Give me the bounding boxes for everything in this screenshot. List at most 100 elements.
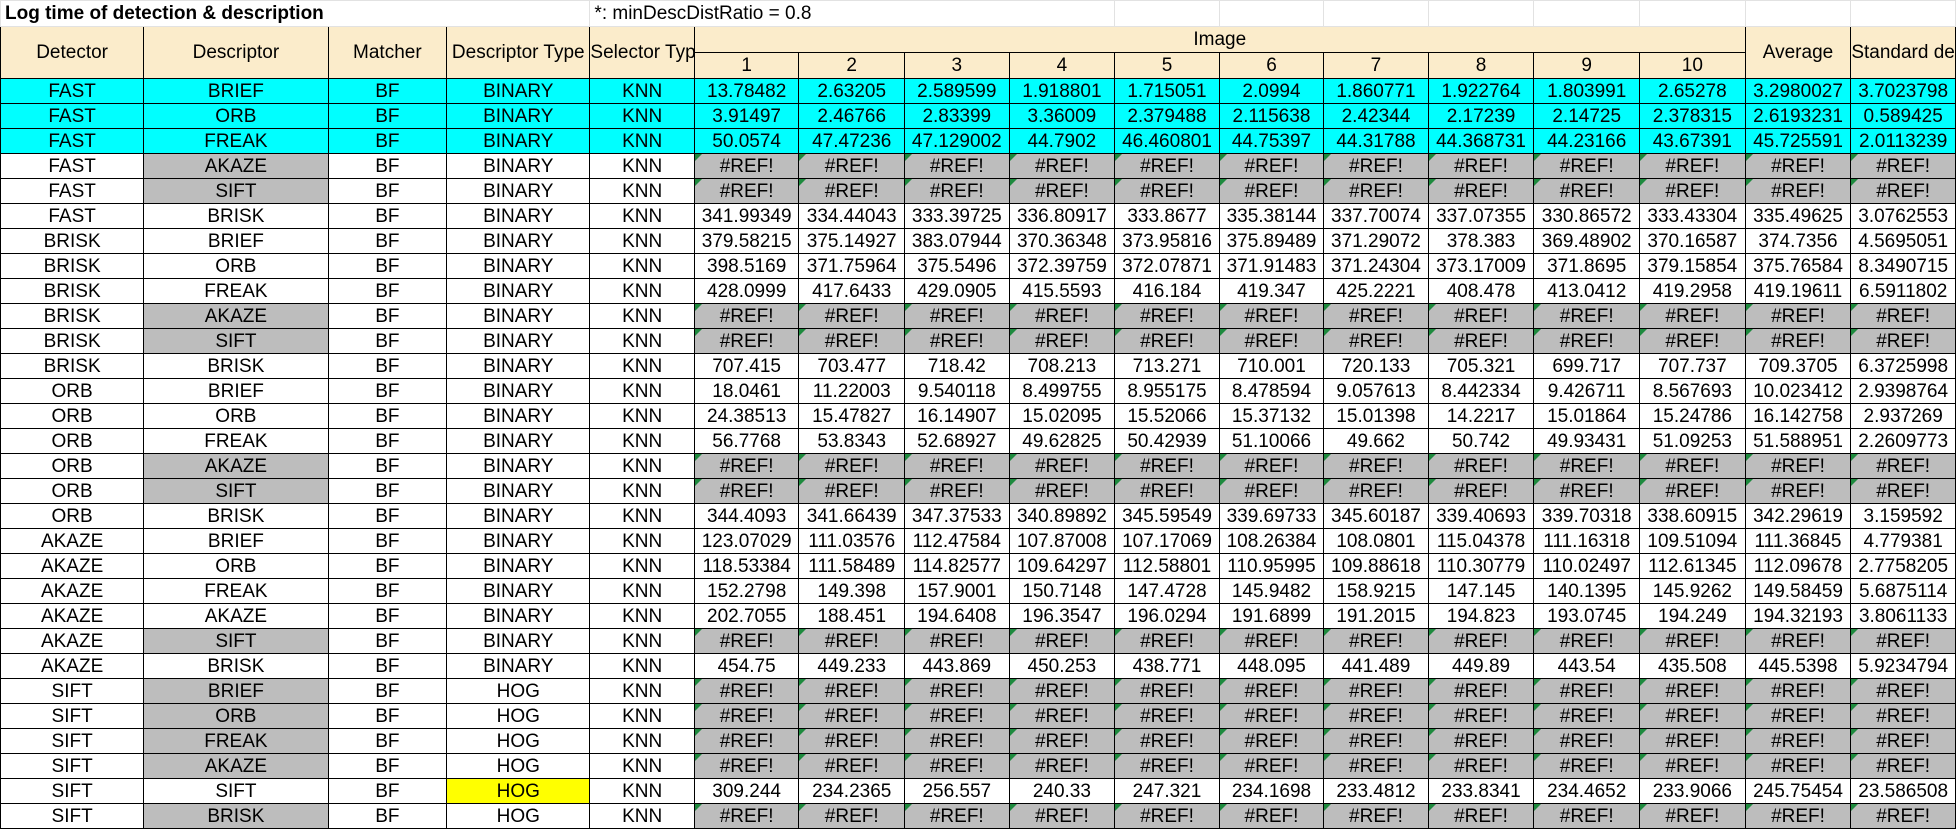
image-value-cell[interactable]: #REF! <box>1008 478 1116 504</box>
detector-cell[interactable]: AKAZE <box>0 578 145 604</box>
image-value-cell[interactable]: #REF! <box>1114 803 1220 829</box>
image-value-cell[interactable]: 194.6408 <box>904 603 1010 629</box>
image-value-cell[interactable]: 371.91483 <box>1218 253 1325 279</box>
descriptor-type-cell[interactable]: BINARY <box>446 328 591 354</box>
image-value-cell[interactable]: 49.93431 <box>1533 428 1641 454</box>
empty-cell[interactable] <box>1744 0 1852 27</box>
image-value-cell[interactable]: 234.1698 <box>1218 778 1325 804</box>
descriptor-type-cell[interactable]: HOG <box>446 778 591 804</box>
matcher-cell[interactable]: BF <box>327 653 448 679</box>
average-cell[interactable]: 2.6193231 <box>1744 103 1852 129</box>
image-value-cell[interactable]: 449.233 <box>798 653 906 679</box>
header-selector-type[interactable]: Selector Type * <box>589 26 695 79</box>
detector-cell[interactable]: SIFT <box>0 803 145 829</box>
image-value-cell[interactable]: 707.737 <box>1639 353 1746 379</box>
image-value-cell[interactable]: 108.26384 <box>1218 528 1325 554</box>
image-value-cell[interactable]: #REF! <box>1427 628 1535 654</box>
image-value-cell[interactable]: #REF! <box>904 453 1010 479</box>
image-value-cell[interactable]: 109.64297 <box>1008 553 1116 579</box>
image-value-cell[interactable]: 718.42 <box>904 353 1010 379</box>
header-image-1[interactable]: 1 <box>693 52 800 79</box>
descriptor-cell[interactable]: FREAK <box>143 128 329 154</box>
matcher-cell[interactable]: BF <box>327 678 448 704</box>
average-cell[interactable]: #REF! <box>1744 328 1852 354</box>
image-value-cell[interactable]: 373.95816 <box>1114 228 1220 254</box>
image-value-cell[interactable]: 373.17009 <box>1427 253 1535 279</box>
selector-type-cell[interactable]: KNN <box>589 678 695 704</box>
image-value-cell[interactable]: 338.60915 <box>1639 503 1746 529</box>
descriptor-type-cell[interactable]: BINARY <box>446 403 591 429</box>
image-value-cell[interactable]: 371.24304 <box>1323 253 1429 279</box>
image-value-cell[interactable]: #REF! <box>798 153 906 179</box>
image-value-cell[interactable]: 1.803991 <box>1533 78 1641 104</box>
empty-cell[interactable] <box>1323 0 1429 27</box>
detector-cell[interactable]: FAST <box>0 128 145 154</box>
average-cell[interactable]: #REF! <box>1744 153 1852 179</box>
descriptor-type-cell[interactable]: BINARY <box>446 528 591 554</box>
descriptor-cell[interactable]: AKAZE <box>143 603 329 629</box>
image-value-cell[interactable]: #REF! <box>798 303 906 329</box>
selector-type-cell[interactable]: KNN <box>589 628 695 654</box>
image-value-cell[interactable]: 44.75397 <box>1218 128 1325 154</box>
image-value-cell[interactable]: #REF! <box>1639 478 1746 504</box>
image-value-cell[interactable]: #REF! <box>1323 153 1429 179</box>
image-value-cell[interactable]: 47.129002 <box>904 128 1010 154</box>
descriptor-cell[interactable]: BRIEF <box>143 378 329 404</box>
detector-cell[interactable]: BRISK <box>0 253 145 279</box>
image-value-cell[interactable]: #REF! <box>1218 328 1325 354</box>
image-value-cell[interactable]: #REF! <box>904 703 1010 729</box>
image-value-cell[interactable]: 345.60187 <box>1323 503 1429 529</box>
empty-cell[interactable] <box>1639 0 1746 27</box>
descriptor-cell[interactable]: ORB <box>143 553 329 579</box>
descriptor-type-cell[interactable]: BINARY <box>446 178 591 204</box>
image-value-cell[interactable]: #REF! <box>1323 303 1429 329</box>
matcher-cell[interactable]: BF <box>327 403 448 429</box>
image-value-cell[interactable]: 340.89892 <box>1008 503 1116 529</box>
image-value-cell[interactable]: #REF! <box>904 803 1010 829</box>
image-value-cell[interactable]: #REF! <box>1218 678 1325 704</box>
image-value-cell[interactable]: 110.95995 <box>1218 553 1325 579</box>
image-value-cell[interactable]: #REF! <box>1323 728 1429 754</box>
selector-type-cell[interactable]: KNN <box>589 803 695 829</box>
image-value-cell[interactable]: #REF! <box>1639 453 1746 479</box>
selector-type-cell[interactable]: KNN <box>589 603 695 629</box>
image-value-cell[interactable]: #REF! <box>1114 678 1220 704</box>
descriptor-cell[interactable]: BRIEF <box>143 528 329 554</box>
image-value-cell[interactable]: #REF! <box>1427 303 1535 329</box>
descriptor-type-cell[interactable]: HOG <box>446 728 591 754</box>
average-cell[interactable]: 419.19611 <box>1744 278 1852 304</box>
image-value-cell[interactable]: #REF! <box>1427 478 1535 504</box>
header-image-10[interactable]: 10 <box>1639 52 1746 79</box>
image-value-cell[interactable]: #REF! <box>1114 628 1220 654</box>
detector-cell[interactable]: FAST <box>0 203 145 229</box>
header-average[interactable]: Average <box>1744 26 1852 79</box>
image-value-cell[interactable]: #REF! <box>1008 303 1116 329</box>
image-value-cell[interactable]: #REF! <box>1218 703 1325 729</box>
std-cell[interactable]: #REF! <box>1850 803 1956 829</box>
image-value-cell[interactable]: 15.01864 <box>1533 403 1641 429</box>
image-value-cell[interactable]: 3.91497 <box>693 103 800 129</box>
image-value-cell[interactable]: 111.16318 <box>1533 528 1641 554</box>
selector-type-cell[interactable]: KNN <box>589 353 695 379</box>
image-value-cell[interactable]: 234.4652 <box>1533 778 1641 804</box>
average-cell[interactable]: 16.142758 <box>1744 403 1852 429</box>
footnote-cell[interactable]: *: minDescDistRatio = 0.8 <box>589 0 1116 27</box>
detector-cell[interactable]: BRISK <box>0 353 145 379</box>
image-value-cell[interactable]: 339.70318 <box>1533 503 1641 529</box>
matcher-cell[interactable]: BF <box>327 603 448 629</box>
selector-type-cell[interactable]: KNN <box>589 403 695 429</box>
image-value-cell[interactable]: #REF! <box>1114 753 1220 779</box>
image-value-cell[interactable]: #REF! <box>904 303 1010 329</box>
descriptor-cell[interactable]: BRISK <box>143 653 329 679</box>
std-cell[interactable]: 4.779381 <box>1850 528 1956 554</box>
image-value-cell[interactable]: #REF! <box>1533 153 1641 179</box>
image-value-cell[interactable]: #REF! <box>1427 678 1535 704</box>
detector-cell[interactable]: BRISK <box>0 303 145 329</box>
average-cell[interactable]: #REF! <box>1744 728 1852 754</box>
image-value-cell[interactable]: 247.321 <box>1114 778 1220 804</box>
average-cell[interactable]: 194.32193 <box>1744 603 1852 629</box>
std-cell[interactable]: #REF! <box>1850 153 1956 179</box>
detector-cell[interactable]: ORB <box>0 403 145 429</box>
descriptor-cell[interactable]: ORB <box>143 253 329 279</box>
image-value-cell[interactable]: #REF! <box>1218 753 1325 779</box>
